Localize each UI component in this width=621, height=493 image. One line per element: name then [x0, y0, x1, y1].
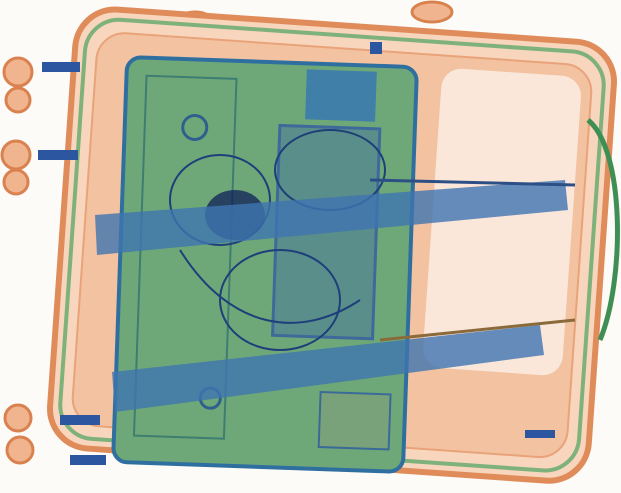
component — [317, 390, 392, 451]
handle — [586, 118, 620, 341]
bracket — [60, 415, 100, 425]
hardware — [38, 42, 555, 465]
wheel — [2, 168, 30, 196]
component — [305, 69, 377, 122]
bracket — [370, 42, 382, 54]
laptop — [111, 55, 419, 474]
bracket — [42, 62, 80, 72]
board — [132, 74, 238, 440]
bracket — [70, 455, 106, 465]
wheel — [5, 435, 35, 465]
bracket — [38, 150, 78, 160]
wheel — [3, 403, 33, 433]
bracket — [525, 430, 555, 438]
wheel — [4, 86, 32, 114]
wheel — [2, 56, 34, 88]
cables — [169, 129, 386, 351]
rail — [379, 318, 576, 342]
rail — [369, 178, 576, 187]
cable — [169, 154, 271, 246]
cable — [179, 249, 361, 324]
component — [181, 113, 209, 141]
wheel — [0, 139, 32, 171]
wheel — [410, 0, 454, 24]
trolley-bar — [112, 325, 544, 412]
cable — [219, 249, 341, 351]
empty-compartment — [423, 68, 581, 376]
trolley-bar — [95, 180, 568, 255]
